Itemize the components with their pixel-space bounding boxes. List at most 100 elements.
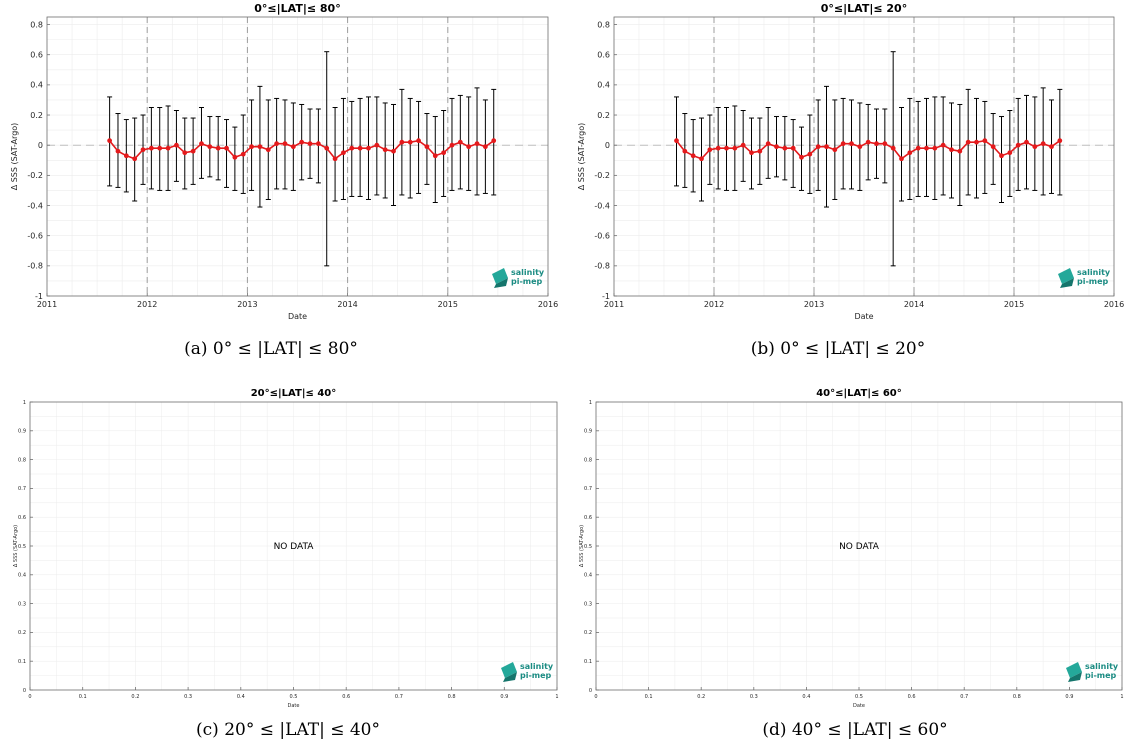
data-point <box>349 145 355 151</box>
chart-title: 0°≤|LAT|≤ 20° <box>821 2 907 15</box>
data-point <box>157 145 163 151</box>
data-point <box>257 144 263 150</box>
y-axis-label: Δ SSS (SAT-Argo) <box>13 525 19 567</box>
x-tick-label: 0.1 <box>79 694 87 700</box>
x-tick-label: 0.8 <box>448 694 456 700</box>
logo-text-pimep: pi-mep <box>1077 277 1109 286</box>
data-point <box>215 145 221 151</box>
data-point <box>190 148 196 154</box>
axes-box <box>46 16 549 297</box>
data-point <box>148 145 154 151</box>
data-point <box>974 139 979 145</box>
data-point <box>949 147 954 153</box>
y-axis-label: Δ SSS (SAT-Argo) <box>579 525 585 567</box>
x-tick-label: 2016 <box>538 300 558 309</box>
y-axis-label: Δ SSS (SAT-Argo) <box>10 123 19 191</box>
data-point <box>457 139 463 145</box>
y-tick-label: -0.4 <box>594 201 610 210</box>
y-tick-label: 0.6 <box>584 515 592 521</box>
y-tick-label: 0 <box>589 688 592 694</box>
data-point <box>899 156 904 162</box>
grid <box>613 17 1114 297</box>
y-tick-label: 0.8 <box>30 20 43 29</box>
series-0 <box>674 51 1063 267</box>
data-point <box>715 145 721 151</box>
x-tick-label: 0.8 <box>1013 694 1021 700</box>
chart-title: 0°≤|LAT|≤ 80° <box>254 2 340 15</box>
salinity-pimep-logo-icon-shade <box>503 672 517 682</box>
chart-title: 40°≤|LAT|≤ 60° <box>816 388 902 399</box>
y-tick-label: 0.5 <box>584 544 592 550</box>
data-point <box>932 145 938 151</box>
x-tick-label: 1 <box>1120 694 1123 700</box>
x-tick-label: 2016 <box>1104 300 1124 309</box>
data-point <box>199 141 204 147</box>
y-tick-label: 1 <box>589 400 592 406</box>
data-point <box>432 153 438 159</box>
data-point <box>182 150 188 156</box>
data-point <box>491 138 497 144</box>
y-tick-label: 0.6 <box>597 51 610 60</box>
data-point <box>824 144 829 150</box>
data-point <box>674 138 679 144</box>
data-point <box>999 153 1004 159</box>
x-tick-label: 0.2 <box>131 694 139 700</box>
x-tick-label: 2015 <box>1004 300 1024 309</box>
figure-caption: (b) 0° ≤ |LAT| ≤ 20° <box>751 339 926 359</box>
y-tick-label: -0.4 <box>27 201 43 210</box>
x-tick-label: 0.9 <box>500 694 508 700</box>
y-tick-label: -0.8 <box>594 262 610 271</box>
logo-text-salinity: salinity <box>511 268 545 277</box>
figure-caption: (a) 0° ≤ |LAT| ≤ 80° <box>184 339 358 359</box>
logo-text-salinity: salinity <box>520 662 554 671</box>
data-point <box>374 142 380 148</box>
data-point <box>382 147 388 153</box>
y-tick-label: 0.8 <box>584 457 592 463</box>
chart-2: 0 0.1 0.2 0.3 0.4 0.5 0.6 0.7 0.8 0.9 1 0 0.1 0.2 0.3 0… <box>13 388 559 740</box>
x-tick-label: 2014 <box>337 300 357 309</box>
y-tick-label: 0 <box>38 141 43 150</box>
x-tick-label: 0.7 <box>395 694 403 700</box>
x-tick-label: 0.5 <box>855 694 863 700</box>
x-tick-label: 1 <box>555 694 558 700</box>
data-point <box>399 139 405 145</box>
logo-text-salinity: salinity <box>1077 268 1111 277</box>
data-point <box>774 144 779 150</box>
salinity-pimep-logo-icon-shade <box>494 278 508 288</box>
data-point <box>123 153 129 159</box>
data-point <box>249 144 254 150</box>
y-tick-label: 0.7 <box>584 486 592 492</box>
data-point <box>690 153 696 159</box>
y-tick-label: -0.2 <box>27 171 43 180</box>
data-point <box>1015 142 1021 148</box>
data-point <box>682 148 688 154</box>
y-tick-label: 0.7 <box>18 486 26 492</box>
axes-box <box>613 16 1115 297</box>
logo-text-pimep: pi-mep <box>511 277 543 286</box>
y-tick-label: 0.1 <box>584 659 592 665</box>
logo-text-pimep: pi-mep <box>1085 671 1117 680</box>
x-tick-label: 2011 <box>604 300 624 309</box>
data-point <box>282 141 288 147</box>
y-tick-label: -0.8 <box>27 262 43 271</box>
x-axis-label: Date <box>853 703 865 709</box>
data-point <box>424 144 430 150</box>
x-tick-label: 0.2 <box>697 694 705 700</box>
x-tick-label: 2015 <box>438 300 458 309</box>
data-point <box>474 141 480 147</box>
data-point <box>757 148 763 154</box>
data-point <box>416 138 421 144</box>
data-point <box>115 148 121 154</box>
data-point <box>1049 144 1054 150</box>
y-tick-label: -0.2 <box>594 171 610 180</box>
data-point <box>765 141 771 147</box>
y-tick-label: 0.2 <box>597 111 610 120</box>
x-tick-label: 2014 <box>904 300 924 309</box>
y-tick-label: 0.2 <box>30 111 43 120</box>
data-point <box>832 147 838 153</box>
data-point <box>1007 150 1013 156</box>
